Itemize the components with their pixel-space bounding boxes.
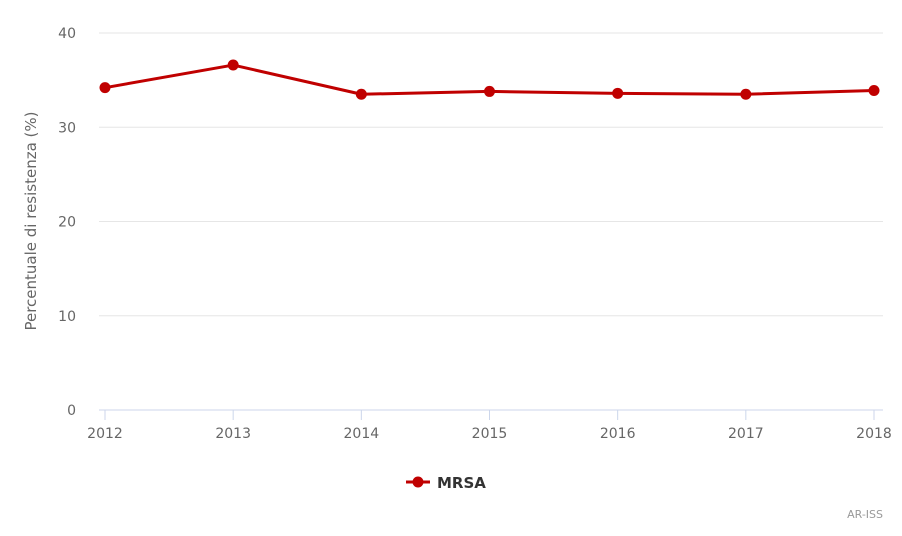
legend-label-mrsa: MRSA — [437, 474, 486, 492]
x-tick-label: 2014 — [344, 426, 380, 442]
legend[interactable]: MRSA — [406, 474, 486, 492]
y-axis-title: Percentuale di resistenza (%) — [22, 111, 40, 330]
x-tick-label: 2016 — [600, 426, 636, 442]
data-point[interactable] — [484, 85, 495, 97]
y-tick-label: 30 — [58, 120, 76, 136]
x-axis-labels: 2012 2013 2014 2015 2016 2017 2018 — [87, 426, 892, 442]
data-point[interactable] — [227, 59, 239, 71]
series-layer — [99, 59, 880, 100]
x-tick-label: 2017 — [728, 426, 764, 442]
data-point[interactable] — [612, 87, 624, 99]
x-tick-label: 2018 — [856, 426, 892, 442]
x-axis — [99, 409, 883, 420]
legend-marker-icon — [412, 476, 424, 488]
y-tick-label: 20 — [58, 215, 76, 231]
credits-label[interactable]: AR-ISS — [847, 508, 883, 521]
data-point[interactable] — [99, 82, 111, 94]
x-tick-label: 2013 — [215, 426, 251, 442]
x-tick-label: 2012 — [87, 426, 123, 442]
data-point[interactable] — [868, 84, 880, 96]
y-tick-label: 0 — [67, 403, 76, 419]
y-axis: 0 10 20 30 40 — [58, 26, 76, 419]
y-tick-label: 10 — [58, 309, 76, 325]
x-tick-label: 2015 — [472, 426, 508, 442]
data-point[interactable] — [355, 88, 367, 100]
grid-lines — [99, 32, 883, 317]
y-tick-label: 40 — [58, 26, 76, 42]
data-point[interactable] — [740, 88, 752, 100]
